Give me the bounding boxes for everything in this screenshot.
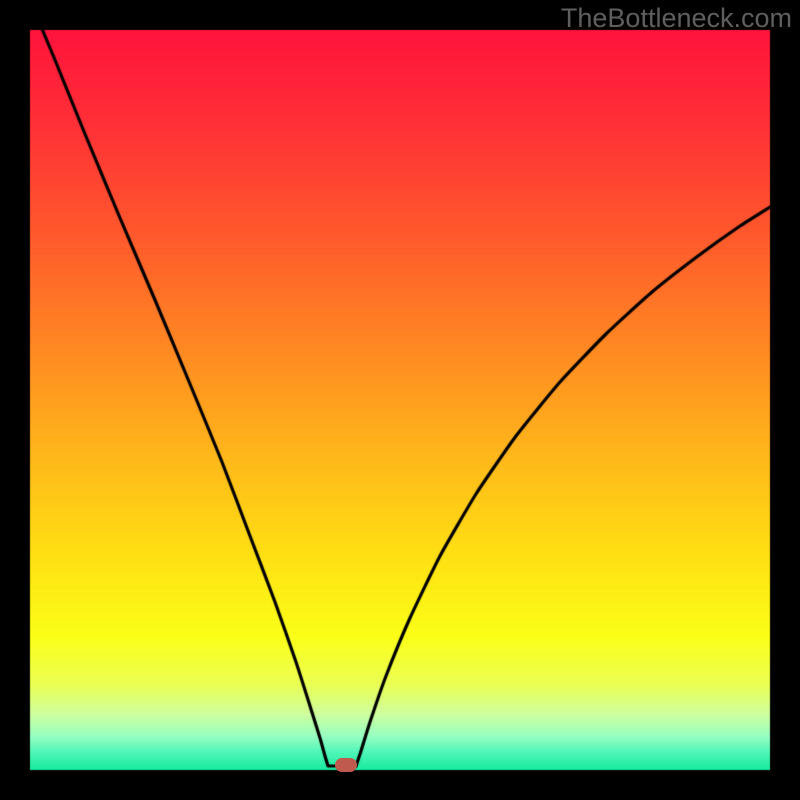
chart-stage: TheBottleneck.com [0, 0, 800, 800]
optimum-marker [335, 758, 357, 772]
bottleneck-curve [0, 0, 800, 800]
watermark-text: TheBottleneck.com [561, 3, 792, 34]
